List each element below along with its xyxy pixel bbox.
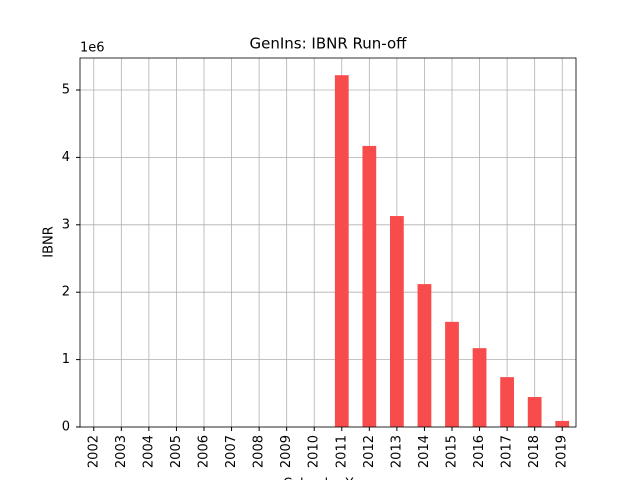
bar — [445, 321, 459, 427]
x-tick-label: 2013 — [389, 435, 404, 468]
x-tick-label: 2009 — [279, 435, 294, 468]
x-tick-label: 2012 — [362, 435, 377, 468]
y-tick-label: 1 — [62, 352, 70, 367]
bar — [390, 216, 404, 427]
x-tick-label: 2017 — [500, 435, 515, 468]
x-tick-label: 2018 — [527, 435, 542, 468]
x-tick-label: 2005 — [169, 435, 184, 468]
y-tick-label: 4 — [62, 150, 70, 165]
y-tick-label: 2 — [62, 285, 70, 300]
x-tick-label: 2014 — [417, 435, 432, 468]
x-tick-label: 2019 — [555, 435, 570, 468]
plot-frame — [79, 57, 577, 428]
x-tick-label: 2006 — [197, 435, 212, 468]
x-tick-label: 2004 — [141, 435, 156, 468]
y-tick-label: 3 — [62, 217, 70, 232]
x-tick-label: 2008 — [252, 435, 267, 468]
bar — [555, 420, 570, 427]
x-tick-label: 2015 — [445, 435, 460, 468]
bar — [417, 284, 432, 427]
x-tick-label: 2003 — [114, 435, 129, 468]
y-offset-label: 1e6 — [80, 41, 105, 56]
x-tick-label: 2011 — [334, 435, 349, 468]
bar — [334, 75, 349, 427]
x-tick-label: 2007 — [224, 435, 239, 468]
y-tick-label: 5 — [62, 83, 70, 98]
bar — [472, 348, 487, 427]
x-tick-label: 2010 — [307, 435, 322, 468]
bar — [500, 377, 514, 427]
x-tick-label: 2002 — [86, 435, 101, 468]
chart-title: GenIns: IBNR Run-off — [249, 35, 407, 53]
bar — [527, 397, 542, 427]
y-axis-label: IBNR — [42, 226, 57, 258]
bar — [362, 145, 377, 427]
y-tick-label: 0 — [62, 420, 70, 435]
x-axis-label: Calendar Year — [283, 477, 374, 480]
x-tick-label: 2016 — [472, 435, 487, 468]
